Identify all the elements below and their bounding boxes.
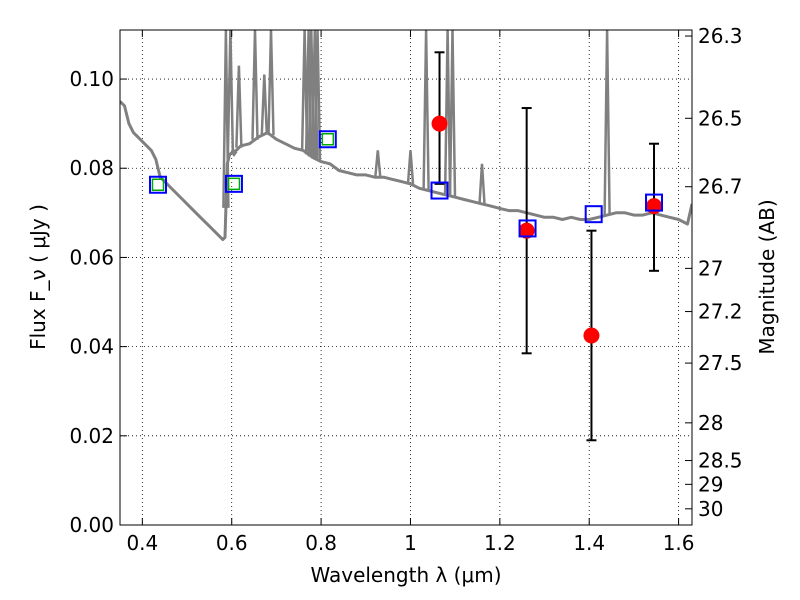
right-tick-label: 26.7 bbox=[698, 175, 743, 199]
x-tick-label: 0.6 bbox=[216, 531, 248, 555]
emission-line-spike bbox=[313, 30, 322, 160]
emission-line-spike bbox=[226, 30, 235, 155]
y-axis-ticks: 0.00 0.02 0.04 0.06 0.08 0.10 bbox=[69, 67, 127, 537]
emission-line-spike bbox=[406, 150, 415, 184]
emission-line-spike bbox=[478, 163, 486, 204]
y-tick-label: 0.00 bbox=[69, 513, 114, 537]
right-tick-label: 27.5 bbox=[698, 351, 743, 375]
emission-line-spike bbox=[374, 150, 382, 178]
right-tick-label: 26.3 bbox=[698, 24, 743, 48]
x-axis-ticks: 0.4 0.6 0.8 1 1.2 1.4 1.6 bbox=[126, 30, 695, 555]
x-tick-label: 1 bbox=[404, 531, 417, 555]
y-tick-label: 0.06 bbox=[69, 245, 114, 269]
x-tick-label: 1.4 bbox=[573, 531, 605, 555]
emission-line-spike bbox=[235, 65, 243, 148]
emission-line-spike bbox=[443, 30, 452, 196]
right-tick-label: 29 bbox=[698, 472, 723, 496]
plot-frame bbox=[119, 29, 693, 526]
right-tick-label: 27 bbox=[698, 256, 723, 280]
y-axis-label: Flux F_ν ( μJy ) bbox=[26, 204, 50, 350]
emission-line-spike bbox=[267, 30, 275, 136]
synthetic-point bbox=[318, 130, 337, 149]
x-axis-label: Wavelength λ (μm) bbox=[310, 563, 501, 587]
synthetic-point bbox=[518, 219, 537, 238]
right-tick-label: 30 bbox=[698, 497, 723, 521]
right-axis-label: Magnitude (AB) bbox=[755, 199, 779, 354]
emission-line-spike bbox=[603, 30, 611, 216]
observed-point bbox=[583, 327, 600, 344]
emission-line-spike bbox=[422, 30, 430, 191]
x-tick-label: 0.4 bbox=[126, 531, 158, 555]
optical-limit-point bbox=[227, 177, 241, 191]
markers bbox=[148, 51, 664, 442]
x-tick-label: 1.2 bbox=[484, 531, 516, 555]
x-tick-label: 0.8 bbox=[305, 531, 337, 555]
right-tick-label: 28.5 bbox=[698, 449, 743, 473]
y-tick-label: 0.10 bbox=[69, 67, 114, 91]
x-tick-label: 1.6 bbox=[663, 531, 695, 555]
emission-line-spike bbox=[230, 150, 238, 158]
synthetic-point bbox=[430, 181, 449, 200]
observed-point bbox=[431, 115, 448, 132]
y-tick-label: 0.02 bbox=[69, 424, 114, 448]
synthetic-point bbox=[224, 174, 243, 193]
right-tick-label: 28 bbox=[698, 411, 723, 435]
synthetic-point bbox=[148, 175, 167, 194]
plot-area bbox=[120, 30, 692, 242]
y-tick-label: 0.04 bbox=[69, 335, 114, 359]
synthetic-point bbox=[584, 205, 603, 224]
right-tick-label: 26.5 bbox=[698, 106, 743, 130]
optical-limit-point bbox=[321, 133, 335, 146]
optical-limit-point bbox=[151, 178, 165, 191]
emission-line-spike bbox=[448, 30, 457, 197]
right-tick-label: 27.2 bbox=[698, 300, 743, 324]
y-tick-label: 0.08 bbox=[69, 156, 114, 180]
emission-line-spike bbox=[260, 74, 269, 135]
synthetic-point bbox=[645, 193, 664, 212]
emission-line-spike bbox=[251, 30, 259, 140]
